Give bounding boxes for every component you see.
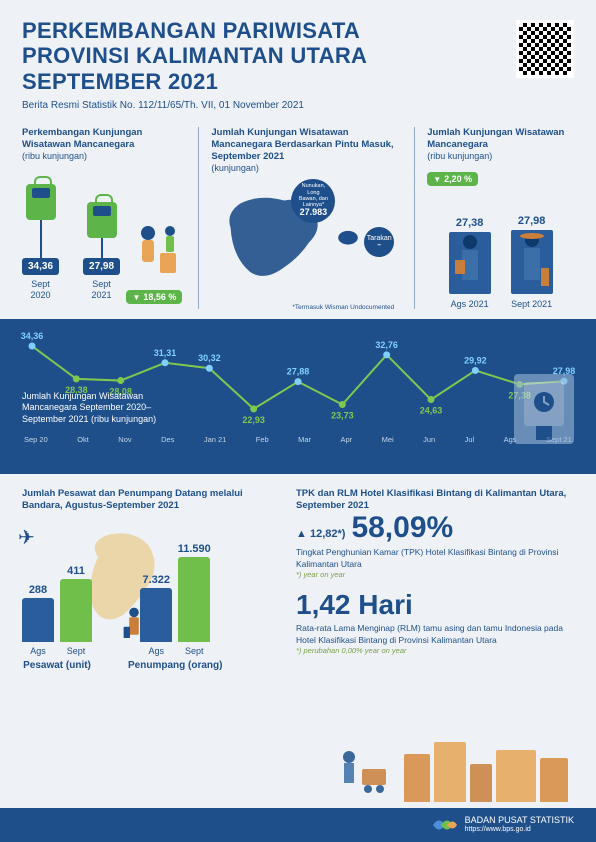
panel2-unit: (kunjungan)	[211, 163, 402, 173]
connector-line	[101, 238, 103, 258]
panel-monthly-visits: Jumlah Kunjungan Wisatawan Mancanegara (…	[427, 127, 574, 309]
rlm-value: 1,42 Hari	[296, 589, 574, 621]
label-2021: Sept 2021	[92, 279, 112, 301]
value-2021: 27,98	[83, 258, 120, 275]
svg-text:32,76: 32,76	[375, 339, 398, 349]
col-aug: 27,38 Ags 2021	[449, 217, 491, 309]
svg-text:24,63: 24,63	[420, 405, 443, 415]
top-panels-row: Perkembangan Kunjungan Wisatawan Mancane…	[0, 119, 596, 309]
suitcase-col-2021: 27,98 Sept 2021	[83, 202, 120, 301]
divider	[414, 127, 415, 309]
sept-figure	[511, 230, 553, 294]
bottom-panels-row: Jumlah Pesawat dan Penumpang Datang mela…	[0, 474, 596, 672]
divider	[198, 127, 199, 309]
qr-code	[516, 20, 574, 78]
airport-bar-chart: ✈ 288Ags411Sept Pesawat (unit) 7.322Ags1…	[22, 521, 282, 671]
province-map: Nunukan, Long Bawan, dan Lainnya* 27.983…	[211, 179, 402, 309]
title-line2: PROVINSI KALIMANTAN UTARA	[22, 43, 574, 68]
aug-label: Ags 2021	[451, 299, 489, 309]
aug-value: 27,38	[456, 217, 484, 229]
bubble-nunukan: Nunukan, Long Bawan, dan Lainnya* 27.983	[291, 179, 335, 223]
label-2020: Sept 2020	[31, 279, 51, 301]
tpk-main: 58,09%	[351, 511, 453, 545]
tpk-change: ▲ 12,82*)	[296, 528, 345, 540]
tpk-value: ▲ 12,82*) 58,09%	[296, 511, 574, 545]
panel2-title: Jumlah Kunjungan Wisatawan Mancanegara B…	[211, 127, 402, 163]
panel3-title: Jumlah Kunjungan Wisatawan Mancanegara	[427, 127, 574, 151]
bar-group-passengers: 7.322Ags11.590Sept	[140, 543, 210, 656]
sept-value: 27,98	[518, 215, 546, 227]
page-title: PERKEMBANGAN PARIWISATA PROVINSI KALIMAN…	[22, 18, 574, 94]
header: PERKEMBANGAN PARIWISATA PROVINSI KALIMAN…	[0, 0, 596, 119]
x-axis-labels: Sep 20OktNovDesJan 21FebMarAprMeiJunJulA…	[22, 435, 574, 444]
suitcase-icon	[26, 184, 56, 220]
title-line1: PERKEMBANGAN PARIWISATA	[22, 18, 574, 43]
traveler-illustration	[130, 223, 184, 283]
rlm-desc: Rata-rata Lama Menginap (RLM) tamu asing…	[296, 623, 574, 646]
suitcase-icon	[87, 202, 117, 238]
tpk-desc: Tingkat Penghunian Kamar (TPK) Hotel Kla…	[296, 547, 574, 570]
col-sept: 27,98 Sept 2021	[511, 215, 553, 309]
svg-text:31,31: 31,31	[154, 347, 177, 357]
suitcase-col-2020: 34,36 Sept 2020	[22, 184, 59, 301]
svg-text:29,92: 29,92	[464, 355, 487, 365]
footer-org: BADAN PUSAT STATISTIK	[465, 815, 574, 826]
panelB-title: TPK dan RLM Hotel Klasifikasi Bintang di…	[296, 488, 574, 512]
tpk-footnote: *) year on year	[296, 570, 574, 579]
rlm-footnote: *) perubahan 0,00% year on year	[296, 646, 574, 655]
connector-line	[40, 220, 42, 258]
bubble-tarakan: Tarakan –	[364, 227, 394, 257]
panel1-title: Perkembangan Kunjungan Wisatawan Mancane…	[22, 127, 186, 151]
group2-label: Penumpang (orang)	[128, 660, 222, 671]
monthly-comparison: 27,38 Ags 2021 27,98 Sept 2021	[427, 199, 574, 309]
panel-yearly-visits: Perkembangan Kunjungan Wisatawan Mancane…	[22, 127, 186, 309]
panel-entry-points: Jumlah Kunjungan Wisatawan Mancanegara B…	[211, 127, 402, 309]
map-footnote: *Termasuk Wisman Undocumented	[292, 304, 394, 311]
aug-figure	[449, 232, 491, 294]
group1-label: Pesawat (unit)	[23, 660, 91, 671]
footer: BADAN PUSAT STATISTIK https://www.bps.go…	[0, 808, 596, 842]
panel-airport: Jumlah Pesawat dan Penumpang Datang mela…	[22, 488, 282, 672]
suitcase-comparison: 34,36 Sept 2020 27,98 Sept 2021	[22, 171, 186, 301]
panel3-unit: (ribu kunjungan)	[427, 151, 574, 161]
footer-text: BADAN PUSAT STATISTIK https://www.bps.go…	[465, 815, 574, 834]
hotel-illustration	[404, 737, 584, 802]
value-2020: 34,36	[22, 258, 59, 275]
svg-text:27,88: 27,88	[287, 366, 310, 376]
bar-group-planes: 288Ags411Sept	[22, 565, 92, 656]
svg-text:34,36: 34,36	[21, 331, 44, 341]
svg-text:30,32: 30,32	[198, 353, 221, 363]
chart-title: Jumlah Kunjungan Wisatawan Mancanegara S…	[22, 391, 172, 426]
timeseries-chart: 34,3628,3828,0831,3130,3222,9327,8823,73…	[0, 319, 596, 474]
title-line3: SEPTEMBER 2021	[22, 69, 574, 94]
panelA-title: Jumlah Pesawat dan Penumpang Datang mela…	[22, 488, 282, 512]
bps-logo	[433, 816, 457, 834]
svg-text:23,73: 23,73	[331, 410, 354, 420]
infographic-page: PERKEMBANGAN PARIWISATA PROVINSI KALIMAN…	[0, 0, 596, 842]
pct-change-monthly: 2,20 %	[427, 172, 478, 186]
kiosk-illustration	[514, 374, 574, 444]
airplane-icon: ✈	[18, 525, 35, 550]
page-subtitle: Berita Resmi Statistik No. 112/11/65/Th.…	[22, 100, 574, 111]
footer-site: https://www.bps.go.id	[465, 826, 574, 834]
svg-text:22,93: 22,93	[242, 415, 265, 425]
sept-label: Sept 2021	[511, 299, 552, 309]
panel1-unit: (ribu kunjungan)	[22, 151, 186, 161]
panel-hotel-stats: TPK dan RLM Hotel Klasifikasi Bintang di…	[296, 488, 574, 672]
